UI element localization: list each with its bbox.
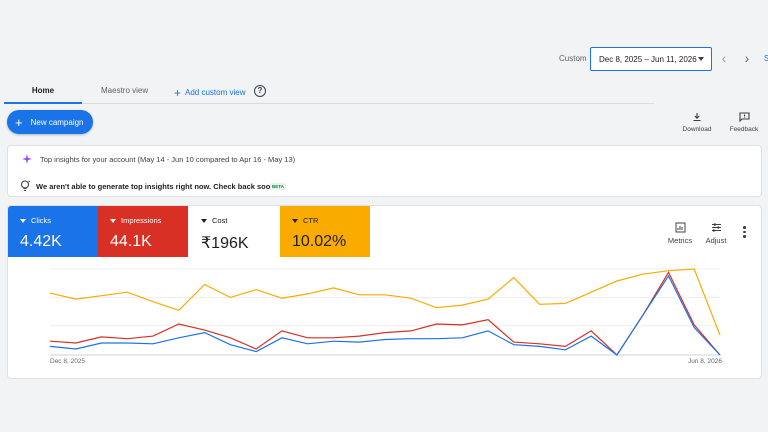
plus-icon: + — [174, 85, 182, 100]
add-custom-view-label: Add custom view — [185, 87, 246, 97]
dropdown-icon — [292, 218, 298, 223]
dropdown-icon — [110, 218, 116, 223]
series-line-clicks — [49, 274, 721, 356]
performance-chart — [49, 268, 721, 356]
new-campaign-button[interactable]: + New campaign — [7, 110, 93, 134]
download-icon — [693, 113, 701, 122]
help-icon[interactable]: ? — [254, 85, 266, 97]
insights-title: Top insights for your account (May 14 - … — [40, 155, 296, 164]
download-label: Download — [682, 126, 712, 133]
chevron-down-icon — [698, 57, 704, 61]
more-vert-icon[interactable] — [743, 226, 747, 240]
metric-tile-impressions[interactable]: Impressions 44.1K — [98, 206, 188, 257]
plus-icon: + — [15, 114, 23, 130]
metrics-button[interactable]: Metrics — [662, 222, 698, 245]
metric-name: Clicks — [31, 216, 51, 225]
feedback-icon — [738, 112, 750, 122]
add-chart-icon — [675, 222, 685, 233]
tune-icon — [711, 223, 721, 232]
chevron-left-icon[interactable]: ‹ — [721, 50, 727, 66]
metric-tile-clicks[interactable]: Clicks 4.42K — [8, 206, 98, 257]
truncated-link[interactable]: S — [764, 54, 768, 63]
insights-card: Top insights for your account (May 14 - … — [7, 145, 762, 197]
chevron-right-icon[interactable]: › — [744, 50, 750, 66]
series-line-impressions — [49, 271, 721, 356]
metric-name: Cost — [212, 216, 228, 225]
metric-value: ₹196K — [201, 235, 249, 252]
feedback-button[interactable]: Feedback — [724, 112, 764, 133]
adjust-label: Adjust — [705, 236, 727, 245]
feedback-label: Feedback — [729, 126, 759, 133]
metric-tile-ctr[interactable]: CTR 10.02% — [280, 206, 370, 257]
lightbulb-icon — [20, 180, 31, 192]
metric-value: 10.02% — [292, 233, 347, 250]
view-tabs: Home Maestro view + Add custom view ? — [4, 81, 654, 104]
series-line-ctr — [49, 268, 721, 336]
date-range-label: Custom — [559, 54, 587, 63]
tab-maestro-view[interactable]: Maestro view — [101, 86, 149, 95]
beta-badge: BETA — [270, 183, 286, 190]
download-button[interactable]: Download — [677, 112, 717, 133]
dropdown-icon — [20, 218, 26, 223]
dropdown-icon — [201, 218, 207, 223]
x-axis-end-label: Jun 8, 2026 — [688, 358, 722, 365]
add-custom-view-button[interactable]: + Add custom view — [174, 81, 245, 104]
x-axis-start-label: Dec 8, 2025 — [50, 358, 86, 365]
metric-value: 44.1K — [110, 233, 152, 250]
metric-name: CTR — [303, 216, 319, 225]
date-range-select[interactable]: Dec 8, 2025 – Jun 11, 2026 — [590, 47, 712, 71]
sparkle-icon — [22, 154, 32, 164]
adjust-button[interactable]: Adjust — [698, 222, 734, 245]
metric-name: Impressions — [121, 216, 162, 225]
metric-tile-cost[interactable]: Cost ₹196K — [189, 206, 279, 257]
date-range-value: Dec 8, 2025 – Jun 11, 2026 — [599, 54, 697, 64]
metric-value: 4.42K — [20, 233, 62, 250]
insights-message: We aren't able to generate top insights … — [36, 182, 277, 191]
metrics-label: Metrics — [667, 236, 693, 245]
performance-card: Clicks 4.42K Impressions 44.1K Cost ₹196… — [7, 205, 762, 379]
new-campaign-label: New campaign — [30, 117, 84, 127]
tab-home[interactable]: Home — [4, 81, 82, 104]
